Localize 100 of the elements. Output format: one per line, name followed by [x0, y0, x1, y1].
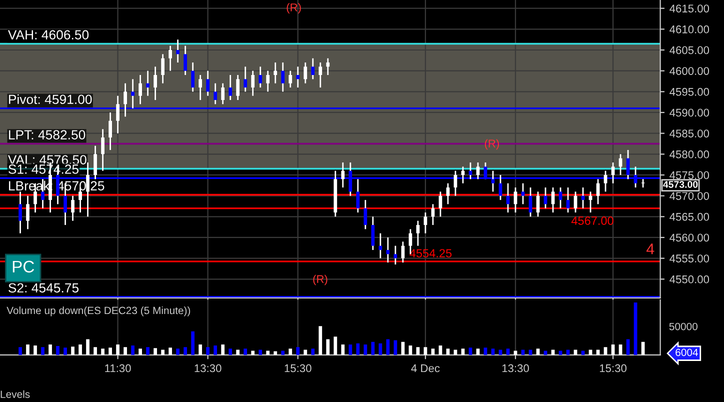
annotation: PC — [12, 260, 34, 273]
bar — [266, 350, 270, 355]
bar — [34, 346, 37, 355]
bar — [348, 344, 352, 355]
ref-line-label: LPT: 4582.50 — [9, 130, 86, 140]
candlestick — [258, 66, 262, 88]
annotation: (R) — [484, 139, 499, 150]
bar — [454, 350, 458, 355]
bar — [154, 348, 158, 355]
bar — [56, 346, 60, 355]
candlestick — [146, 70, 150, 97]
bar — [274, 351, 278, 355]
bar — [424, 347, 428, 355]
bar — [311, 348, 315, 355]
candlestick — [26, 195, 30, 230]
bar — [626, 339, 630, 355]
x-tick-label: 13:30 — [502, 364, 529, 372]
candlestick — [566, 186, 570, 214]
y-tick-label: 4575.00 — [670, 171, 710, 180]
bar — [386, 339, 390, 355]
y-tick-label: 4555.00 — [670, 254, 710, 262]
bar — [341, 344, 345, 355]
text: 6004 — [676, 348, 698, 356]
bar — [506, 348, 510, 355]
candlestick — [476, 162, 480, 180]
ref-line-label: Pivot: 4591.00 — [9, 94, 92, 104]
bar — [198, 344, 202, 355]
bar — [521, 350, 525, 355]
bar — [498, 350, 502, 355]
candlestick — [401, 240, 405, 264]
bar — [588, 350, 592, 355]
candlestick — [521, 182, 525, 205]
bar — [468, 348, 472, 355]
bar — [296, 347, 300, 355]
bar — [416, 347, 420, 355]
bar — [604, 347, 608, 355]
candlestick — [274, 62, 278, 84]
candlestick — [611, 162, 615, 184]
candlestick — [184, 45, 188, 76]
bar — [334, 336, 338, 355]
bar — [131, 346, 134, 355]
candlestick — [221, 82, 225, 105]
bar — [71, 346, 74, 355]
x-tick-label: 11:30 — [105, 364, 131, 372]
bar — [176, 348, 180, 355]
bar — [318, 326, 322, 355]
candlestick — [386, 236, 390, 264]
bar — [566, 350, 570, 355]
bar — [574, 350, 578, 355]
bar — [371, 342, 375, 355]
candlestick — [198, 74, 202, 101]
ref-line-label: VAL: 4576.50 — [8, 155, 86, 164]
y-tick-label: 4610.00 — [670, 25, 710, 34]
bar — [184, 347, 188, 355]
y-tick-label: 4580.00 — [670, 150, 710, 158]
candlestick — [228, 74, 232, 101]
annotation: 4 — [646, 244, 654, 254]
bar — [94, 347, 97, 355]
y-tick-label: 4590.00 — [670, 108, 710, 117]
candlestick — [244, 66, 248, 92]
candlestick — [101, 128, 104, 172]
bar — [48, 344, 52, 355]
candlestick — [296, 66, 300, 88]
candlestick — [604, 170, 608, 192]
x-tick-label: 15:30 — [600, 364, 626, 372]
candlestick — [558, 186, 562, 210]
bar — [528, 350, 532, 355]
text: 4573.00 — [663, 181, 698, 188]
bar — [356, 343, 360, 355]
candlestick — [318, 62, 322, 88]
bar — [446, 348, 450, 355]
bar — [26, 344, 30, 355]
bar — [64, 348, 67, 355]
bar — [161, 350, 165, 355]
y-tick-label: 4595.00 — [670, 88, 710, 96]
ref-line-label: VAH: 4606.50 — [8, 30, 89, 40]
bar — [491, 348, 495, 355]
candlestick — [326, 58, 330, 76]
candlestick — [138, 74, 142, 105]
bar — [86, 339, 90, 355]
candlestick — [206, 70, 210, 97]
y-tick-label: 4570.00 — [670, 192, 710, 200]
candlestick — [424, 212, 428, 234]
bar — [364, 344, 368, 355]
candlestick — [364, 199, 368, 230]
bar — [168, 348, 172, 355]
candlestick — [251, 70, 255, 97]
candlestick — [311, 58, 315, 80]
candlestick — [154, 66, 158, 101]
candlestick — [341, 162, 345, 188]
text: Levels — [0, 390, 30, 398]
y-tick-label: 4615.00 — [670, 4, 710, 12]
candlestick — [416, 220, 420, 246]
y-tick-label: 4585.00 — [670, 130, 710, 138]
ref-line-label: 4567.00 — [571, 216, 614, 225]
x-tick-label: 15:30 — [284, 364, 312, 372]
ref-line-label: S2: 4545.75 — [8, 283, 79, 293]
text: 50000 — [669, 322, 698, 330]
bar — [461, 348, 465, 355]
ref-line-label: 4554.25 — [410, 249, 452, 258]
